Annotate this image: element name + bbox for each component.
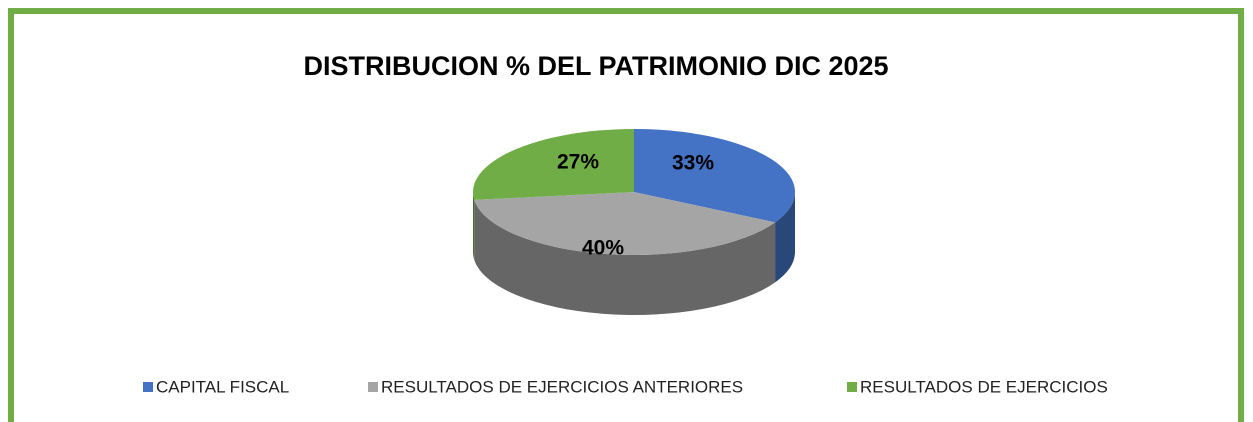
- data-label: 40%: [582, 237, 624, 260]
- data-label: 33%: [672, 152, 714, 175]
- chart-title: DISTRIBUCION % DEL PATRIMONIO DIC 2025: [303, 51, 888, 81]
- legend-label: RESULTADOS DE EJERCICIOS: [860, 377, 1108, 396]
- legend-label: RESULTADOS DE EJERCICIOS ANTERIORES: [381, 377, 743, 396]
- data-label: 27%: [557, 151, 599, 174]
- legend-swatch: [368, 382, 378, 392]
- pie-slice: [474, 192, 776, 256]
- legend-swatch: [143, 382, 153, 392]
- legend-label: CAPITAL FISCAL: [156, 377, 289, 396]
- pie-slice: [473, 129, 634, 200]
- legend-swatch: [847, 382, 857, 392]
- pie-slice: [634, 129, 796, 223]
- pie-side: [775, 192, 795, 283]
- pie-side: [473, 192, 475, 260]
- pie-side: [474, 199, 776, 316]
